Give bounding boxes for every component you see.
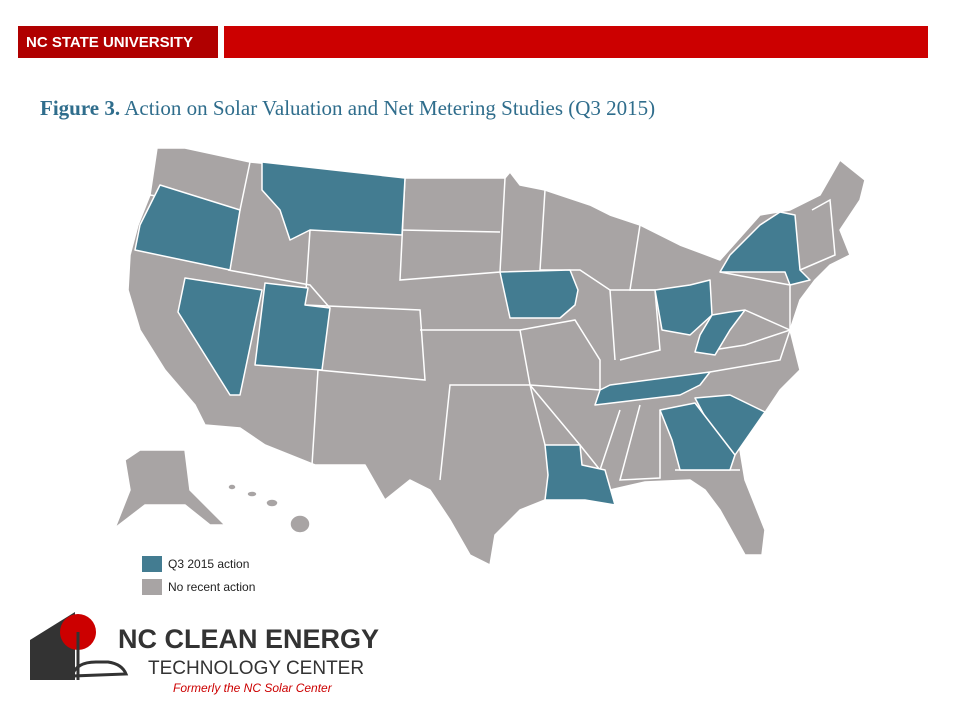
figure-label: Figure 3. [40,96,120,120]
border [619,404,661,481]
logo: NC CLEAN ENERGY TECHNOLOGY CENTER Former… [30,612,379,695]
state-shape [544,444,616,506]
border [399,229,501,233]
brand-text: NC STATE UNIVERSITY [26,34,193,51]
state-shape [261,161,406,241]
logo-line2: TECHNOLOGY CENTER [148,658,364,679]
logo-line1: NC CLEAN ENERGY [118,624,379,654]
map [114,147,866,566]
logo-tagline: Formerly the NC Solar Center [173,681,333,695]
border [719,271,791,332]
border [799,198,836,271]
border [539,189,616,361]
border [629,224,655,291]
logo-car [69,660,129,678]
legend-label: No recent action [168,580,255,594]
state-shape [694,309,746,356]
state-shape [594,371,711,406]
border [227,269,331,309]
state-shape [177,277,263,396]
border [699,328,792,373]
state-shape [134,184,241,271]
legend-label: Q3 2015 action [168,557,249,571]
figure-title: Figure 3. Action on Solar Valuation and … [40,96,655,120]
legend-swatch [142,579,162,595]
state-shape [719,211,811,286]
figure-title-text: Action on Solar Valuation and Net Meteri… [124,96,655,120]
island [289,514,311,534]
state-shape [114,449,226,529]
island [227,483,237,491]
island [246,490,258,498]
header-bar [224,26,928,58]
island [265,498,279,508]
state-shape [254,282,331,371]
legend-swatch [142,556,162,572]
legend: Q3 2015 action No recent action [142,556,255,595]
state-shape [659,402,736,471]
brand-box [18,26,218,58]
state-shape [499,269,579,319]
hawaii [227,483,311,534]
border [519,319,601,391]
